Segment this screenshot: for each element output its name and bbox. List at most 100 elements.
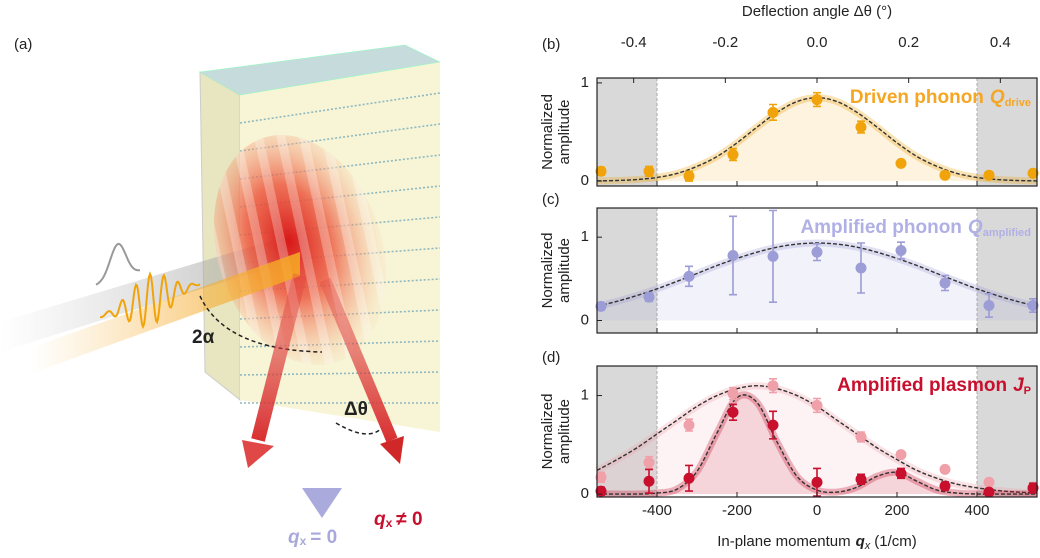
deflection-arc <box>335 422 383 435</box>
data-point <box>595 300 607 312</box>
data-point <box>683 270 695 282</box>
deflection-label: Δθ <box>344 399 368 420</box>
data-point <box>895 449 907 461</box>
data-point <box>855 262 867 274</box>
data-point <box>1027 167 1039 179</box>
fit-area <box>597 97 1037 182</box>
data-point <box>683 472 695 484</box>
data-point <box>811 246 823 258</box>
shaded-range <box>597 366 657 497</box>
data-point <box>595 471 607 483</box>
panel: 0 1 -0.4 -0.2 0.0 0.2 0.4 Deflection angle Δθ (… <box>539 3 1039 189</box>
subscript: x <box>386 516 393 530</box>
arrow-head <box>380 436 404 464</box>
data-point <box>895 467 907 479</box>
y-axis-label: amplitude <box>556 238 573 303</box>
panel: 0 1 -400 -200 0 200 400 In-plane momentum qx (1/c… <box>539 365 1039 552</box>
panel: 0 1 Normalized amplitude Amplified phonon Qam… <box>539 207 1039 334</box>
title-subscript: P <box>1024 385 1031 397</box>
data-point <box>727 388 739 400</box>
panel-label: (d) <box>542 349 560 366</box>
beam-zero-label: qx = 0 <box>288 527 337 548</box>
panel-label: (c) <box>542 191 560 208</box>
data-point <box>643 165 655 177</box>
symbol: q <box>288 527 300 548</box>
panel-label: (b) <box>542 36 560 53</box>
x2-tick-label: -0.2 <box>712 34 738 51</box>
shaded-range <box>977 208 1037 333</box>
data-point <box>683 419 695 431</box>
y-tick-label: 0 <box>581 172 589 189</box>
chart-title: Driven phonon Qdrive <box>850 87 1031 109</box>
data-point <box>895 157 907 169</box>
x2-tick-label: 0.0 <box>807 34 828 51</box>
y-tick-label: 1 <box>581 74 589 91</box>
y-axis-label: amplitude <box>556 399 573 464</box>
x2-tick-label: 0.4 <box>990 34 1011 51</box>
title-symbol: J <box>1013 375 1024 396</box>
data-point <box>983 169 995 181</box>
plot-area <box>597 208 1037 333</box>
data-point <box>939 480 951 492</box>
y-axis-label: Normalized <box>539 233 556 309</box>
data-point <box>643 291 655 303</box>
title-text: Amplified plasmon <box>837 375 1007 396</box>
data-point <box>811 94 823 106</box>
title-text: Driven phonon <box>850 87 984 108</box>
data-point <box>643 457 655 469</box>
title-text: Amplified phonon <box>800 217 961 238</box>
x-tick-label: 200 <box>884 502 909 519</box>
x2-axis-label: Deflection angle Δθ (°) <box>742 3 892 20</box>
symbol: q <box>374 509 386 530</box>
arrow-head <box>302 488 342 518</box>
label-text: In-plane momentum <box>717 533 850 550</box>
arrow-head <box>242 440 274 468</box>
shaded-range <box>977 78 1037 186</box>
data-point <box>1027 482 1039 494</box>
label-subscript: x <box>864 540 871 552</box>
y-axis-label: amplitude <box>556 99 573 164</box>
fit-area <box>597 385 1037 495</box>
data-point <box>727 250 739 261</box>
angle-arc <box>199 295 323 353</box>
chart-title: Amplified phonon Qamplified <box>800 217 1031 239</box>
label-symbol: q <box>856 533 865 550</box>
data-point <box>939 463 951 475</box>
y-axis-label: Normalized <box>539 394 556 470</box>
beam-orange <box>30 252 300 374</box>
arrow-red-left <box>251 273 307 442</box>
data-point <box>855 121 867 133</box>
data-point <box>811 476 823 488</box>
data-point <box>811 399 823 411</box>
y-tick-label: 1 <box>581 387 589 404</box>
x-tick-label: 0 <box>813 502 821 519</box>
data-point <box>767 106 779 118</box>
title-symbol: Q <box>990 87 1005 108</box>
data-point <box>895 245 907 256</box>
data-point <box>767 419 779 431</box>
y-axis-label: Normalized <box>539 94 556 170</box>
fit-line <box>596 242 1038 308</box>
data-point <box>939 277 951 289</box>
angle-label: 2α <box>192 327 215 348</box>
data-point <box>767 250 779 262</box>
data-point <box>855 473 867 485</box>
y-tick-label: 0 <box>581 485 589 502</box>
beam-nonzero-label: qx ≠ 0 <box>374 509 423 530</box>
chart-title: Amplified plasmon JP <box>837 375 1031 397</box>
pulse-orange <box>99 271 201 330</box>
y-tick-label: 1 <box>581 228 589 245</box>
x2-tick-label: 0.2 <box>898 34 919 51</box>
relation: ≠ 0 <box>396 509 422 530</box>
fit-area <box>597 394 1037 495</box>
x-tick-label: -200 <box>722 502 752 519</box>
data-point <box>595 165 607 177</box>
shaded-range <box>597 208 657 333</box>
slab-top <box>199 44 441 96</box>
data-point <box>939 169 951 181</box>
x-tick-label: -400 <box>642 502 672 519</box>
data-point <box>683 170 695 182</box>
y-tick-label: 0 <box>581 311 589 328</box>
